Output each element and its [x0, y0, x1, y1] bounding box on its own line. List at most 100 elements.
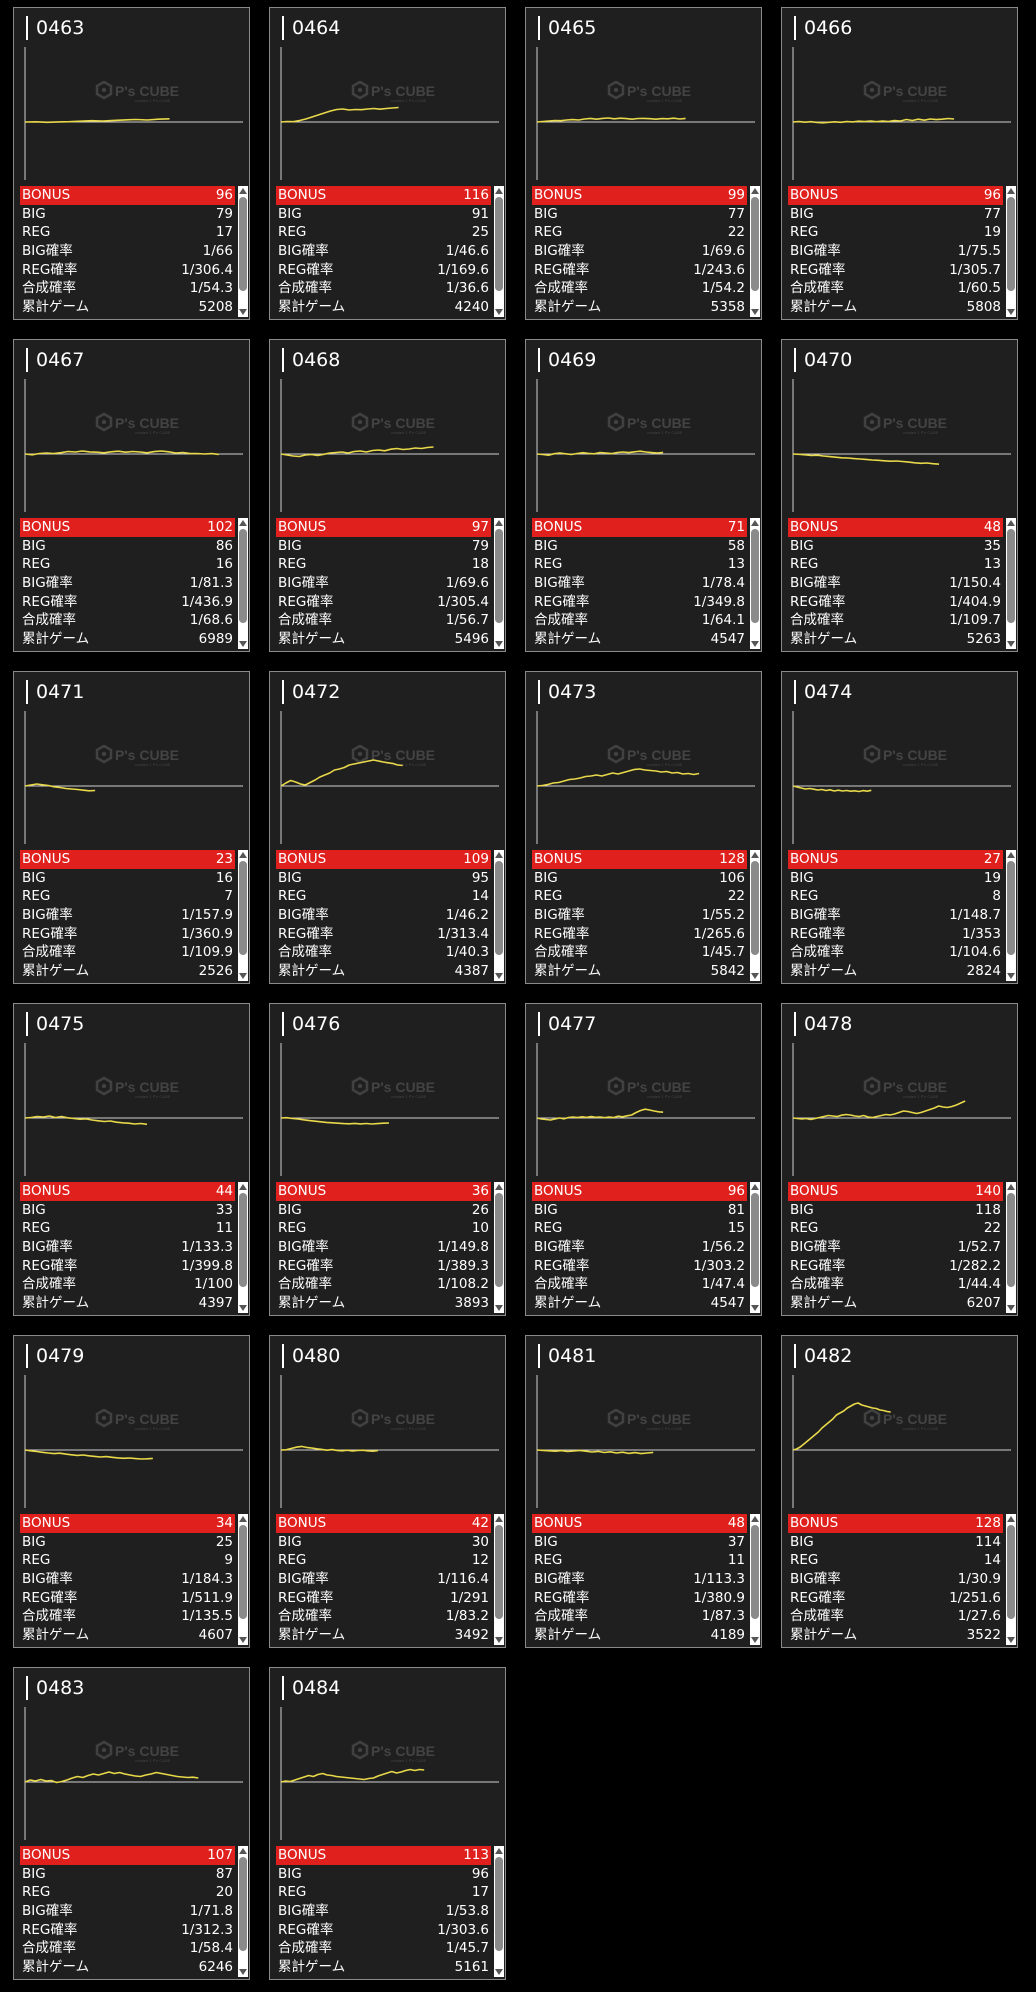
machine-card[interactable]: 0470 P's CUBE created 1 P's CUBE BONUS 48 BIG… [781, 339, 1018, 652]
stats-scrollbar[interactable] [238, 518, 248, 649]
scroll-up-arrow-icon[interactable] [239, 1184, 247, 1190]
stats-scrollbar[interactable] [238, 1514, 248, 1645]
scroll-thumb[interactable] [239, 1525, 247, 1619]
scroll-down-arrow-icon[interactable] [751, 1637, 759, 1643]
scroll-up-arrow-icon[interactable] [495, 1848, 503, 1854]
scroll-down-arrow-icon[interactable] [1007, 641, 1015, 647]
scroll-down-arrow-icon[interactable] [239, 1969, 247, 1975]
scroll-up-arrow-icon[interactable] [239, 188, 247, 194]
scroll-up-arrow-icon[interactable] [239, 1516, 247, 1522]
scroll-up-arrow-icon[interactable] [495, 852, 503, 858]
scroll-thumb[interactable] [1007, 861, 1015, 955]
scroll-thumb[interactable] [239, 861, 247, 955]
stats-scrollbar[interactable] [238, 850, 248, 981]
scroll-down-arrow-icon[interactable] [1007, 309, 1015, 315]
scroll-thumb[interactable] [495, 197, 503, 291]
scroll-thumb[interactable] [751, 861, 759, 955]
stats-scrollbar[interactable] [1006, 1514, 1016, 1645]
scroll-down-arrow-icon[interactable] [495, 1969, 503, 1975]
scroll-up-arrow-icon[interactable] [1007, 1516, 1015, 1522]
machine-card[interactable]: 0466 P's CUBE created 1 P's CUBE BONUS 96 BIG… [781, 7, 1018, 320]
machine-card[interactable]: 0478 P's CUBE created 1 P's CUBE BONUS 140 BI… [781, 1003, 1018, 1316]
stats-scrollbar[interactable] [750, 186, 760, 317]
machine-card[interactable]: 0474 P's CUBE created 1 P's CUBE BONUS 27 BIG… [781, 671, 1018, 984]
scroll-thumb[interactable] [751, 1193, 759, 1287]
stats-scrollbar[interactable] [750, 518, 760, 649]
scroll-down-arrow-icon[interactable] [495, 309, 503, 315]
scroll-down-arrow-icon[interactable] [495, 641, 503, 647]
scroll-down-arrow-icon[interactable] [495, 1637, 503, 1643]
stats-scrollbar[interactable] [750, 1514, 760, 1645]
machine-card[interactable]: 0483 P's CUBE created 1 P's CUBE BONUS 107 BI… [13, 1667, 250, 1980]
stats-scrollbar[interactable] [1006, 1182, 1016, 1313]
stats-scrollbar[interactable] [494, 1514, 504, 1645]
scroll-down-arrow-icon[interactable] [1007, 973, 1015, 979]
scroll-up-arrow-icon[interactable] [495, 188, 503, 194]
scroll-thumb[interactable] [239, 529, 247, 623]
machine-card[interactable]: 0476 P's CUBE created 1 P's CUBE BONUS 36 BIG… [269, 1003, 506, 1316]
scroll-down-arrow-icon[interactable] [495, 1305, 503, 1311]
scroll-thumb[interactable] [1007, 1193, 1015, 1287]
stats-scrollbar[interactable] [1006, 186, 1016, 317]
scroll-down-arrow-icon[interactable] [239, 641, 247, 647]
machine-card[interactable]: 0469 P's CUBE created 1 P's CUBE BONUS 71 BIG… [525, 339, 762, 652]
scroll-down-arrow-icon[interactable] [495, 973, 503, 979]
stats-scrollbar[interactable] [238, 186, 248, 317]
scroll-down-arrow-icon[interactable] [1007, 1637, 1015, 1643]
scroll-up-arrow-icon[interactable] [495, 1184, 503, 1190]
scroll-thumb[interactable] [495, 861, 503, 955]
machine-card[interactable]: 0482 P's CUBE created 1 P's CUBE BONUS 128 BI… [781, 1335, 1018, 1648]
scroll-thumb[interactable] [751, 197, 759, 291]
scroll-thumb[interactable] [1007, 529, 1015, 623]
scroll-down-arrow-icon[interactable] [239, 1637, 247, 1643]
machine-card[interactable]: 0468 P's CUBE created 1 P's CUBE BONUS 97 BIG… [269, 339, 506, 652]
scroll-thumb[interactable] [1007, 1525, 1015, 1619]
scroll-down-arrow-icon[interactable] [751, 641, 759, 647]
scroll-down-arrow-icon[interactable] [751, 309, 759, 315]
scroll-thumb[interactable] [751, 1525, 759, 1619]
stats-scrollbar[interactable] [238, 1846, 248, 1977]
scroll-down-arrow-icon[interactable] [239, 309, 247, 315]
scroll-thumb[interactable] [239, 197, 247, 291]
machine-card[interactable]: 0475 P's CUBE created 1 P's CUBE BONUS 44 BIG… [13, 1003, 250, 1316]
scroll-thumb[interactable] [495, 1193, 503, 1287]
machine-card[interactable]: 0465 P's CUBE created 1 P's CUBE BONUS 99 BIG… [525, 7, 762, 320]
machine-card[interactable]: 0472 P's CUBE created 1 P's CUBE BONUS 109 BI… [269, 671, 506, 984]
scroll-up-arrow-icon[interactable] [751, 852, 759, 858]
scroll-up-arrow-icon[interactable] [239, 520, 247, 526]
scroll-thumb[interactable] [495, 1857, 503, 1951]
scroll-down-arrow-icon[interactable] [751, 1305, 759, 1311]
machine-card[interactable]: 0473 P's CUBE created 1 P's CUBE BONUS 128 BI… [525, 671, 762, 984]
scroll-up-arrow-icon[interactable] [1007, 188, 1015, 194]
machine-card[interactable]: 0464 P's CUBE created 1 P's CUBE BONUS 116 BI… [269, 7, 506, 320]
stats-scrollbar[interactable] [1006, 518, 1016, 649]
scroll-down-arrow-icon[interactable] [239, 973, 247, 979]
scroll-up-arrow-icon[interactable] [239, 1848, 247, 1854]
scroll-down-arrow-icon[interactable] [751, 973, 759, 979]
scroll-up-arrow-icon[interactable] [751, 188, 759, 194]
scroll-up-arrow-icon[interactable] [1007, 520, 1015, 526]
machine-card[interactable]: 0479 P's CUBE created 1 P's CUBE BONUS 34 BIG… [13, 1335, 250, 1648]
machine-card[interactable]: 0481 P's CUBE created 1 P's CUBE BONUS 48 BIG… [525, 1335, 762, 1648]
scroll-up-arrow-icon[interactable] [239, 852, 247, 858]
machine-card[interactable]: 0484 P's CUBE created 1 P's CUBE BONUS 113 BI… [269, 1667, 506, 1980]
stats-scrollbar[interactable] [750, 1182, 760, 1313]
stats-scrollbar[interactable] [494, 1846, 504, 1977]
scroll-thumb[interactable] [239, 1193, 247, 1287]
scroll-up-arrow-icon[interactable] [751, 1516, 759, 1522]
scroll-up-arrow-icon[interactable] [1007, 1184, 1015, 1190]
stats-scrollbar[interactable] [494, 850, 504, 981]
machine-card[interactable]: 0477 P's CUBE created 1 P's CUBE BONUS 96 BIG… [525, 1003, 762, 1316]
stats-scrollbar[interactable] [1006, 850, 1016, 981]
scroll-up-arrow-icon[interactable] [495, 520, 503, 526]
stats-scrollbar[interactable] [238, 1182, 248, 1313]
scroll-down-arrow-icon[interactable] [1007, 1305, 1015, 1311]
stats-scrollbar[interactable] [494, 518, 504, 649]
scroll-thumb[interactable] [495, 529, 503, 623]
machine-card[interactable]: 0467 P's CUBE created 1 P's CUBE BONUS 102 BI… [13, 339, 250, 652]
scroll-up-arrow-icon[interactable] [751, 1184, 759, 1190]
scroll-up-arrow-icon[interactable] [495, 1516, 503, 1522]
stats-scrollbar[interactable] [494, 186, 504, 317]
scroll-thumb[interactable] [495, 1525, 503, 1619]
scroll-down-arrow-icon[interactable] [239, 1305, 247, 1311]
